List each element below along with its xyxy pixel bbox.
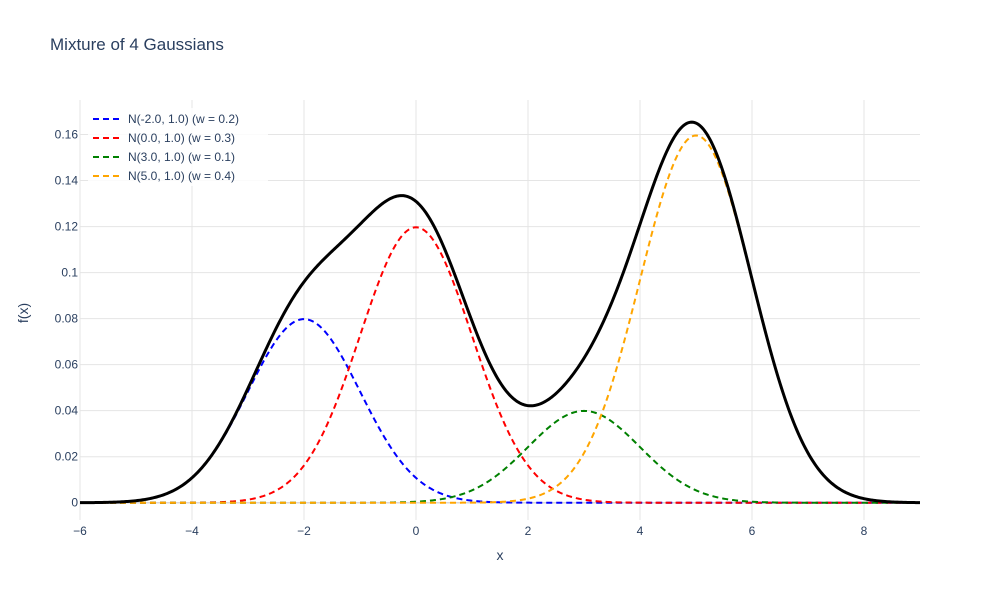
y-tick-label: 0.16 xyxy=(55,128,79,142)
x-tick-label: −6 xyxy=(73,524,87,538)
y-tick-label: 0.06 xyxy=(55,358,79,372)
x-axis-ticks: −6 −4 −2 0 2 4 6 8 xyxy=(73,524,868,538)
legend-entry[interactable]: N(0.0, 1.0) (w = 0.3) xyxy=(128,131,235,145)
legend-entry[interactable]: N(3.0, 1.0) (w = 0.1) xyxy=(128,150,235,164)
y-tick-label: 0.02 xyxy=(55,450,79,464)
legend-background xyxy=(88,108,268,186)
chart-title: Mixture of 4 Gaussians xyxy=(50,35,224,54)
y-tick-label: 0.1 xyxy=(61,266,78,280)
y-axis-ticks: 0 0.02 0.04 0.06 0.08 0.1 0.12 0.14 0.16 xyxy=(55,128,79,510)
y-tick-label: 0.04 xyxy=(55,404,79,418)
x-tick-label: −4 xyxy=(185,524,199,538)
x-tick-label: 6 xyxy=(749,524,756,538)
x-tick-label: −2 xyxy=(297,524,311,538)
x-tick-label: 2 xyxy=(525,524,532,538)
x-axis-title: x xyxy=(497,547,504,563)
x-tick-label: 0 xyxy=(413,524,420,538)
y-tick-label: 0.14 xyxy=(55,174,79,188)
series-lines xyxy=(79,120,921,505)
x-tick-label: 8 xyxy=(861,524,868,538)
legend[interactable]: N(-2.0, 1.0) (w = 0.2) N(0.0, 1.0) (w = 0… xyxy=(88,108,268,186)
y-tick-label: 0 xyxy=(71,496,78,510)
y-tick-label: 0.12 xyxy=(55,220,79,234)
series-line-mixture xyxy=(79,120,921,505)
x-tick-label: 4 xyxy=(637,524,644,538)
y-tick-label: 0.08 xyxy=(55,312,79,326)
y-axis-title: f(x) xyxy=(15,303,31,323)
legend-entry[interactable]: N(5.0, 1.0) (w = 0.4) xyxy=(128,169,235,183)
legend-entry[interactable]: N(-2.0, 1.0) (w = 0.2) xyxy=(128,112,239,126)
